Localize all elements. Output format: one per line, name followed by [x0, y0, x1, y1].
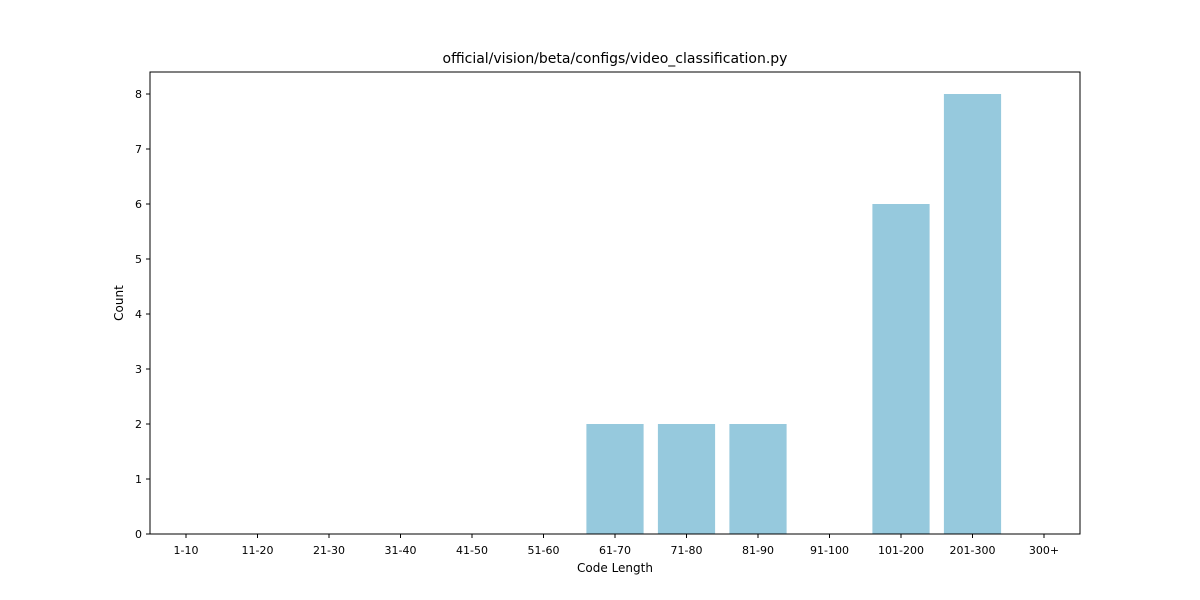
y-tick-label: 5	[135, 253, 142, 266]
bar-201-300	[943, 94, 1002, 534]
x-tick-label: 51-60	[528, 544, 560, 557]
x-tick-label: 201-300	[950, 544, 996, 557]
x-tick-label: 300+	[1029, 544, 1059, 557]
x-tick-label: 31-40	[385, 544, 417, 557]
x-tick-label: 41-50	[456, 544, 488, 557]
x-tick-label: 21-30	[313, 544, 345, 557]
y-tick-label: 8	[135, 88, 142, 101]
y-tick-label: 6	[135, 198, 142, 211]
y-tick-label: 0	[135, 528, 142, 541]
y-tick-label: 3	[135, 363, 142, 376]
x-axis-label: Code Length	[577, 561, 653, 575]
x-tick-label: 61-70	[599, 544, 631, 557]
y-tick-label: 4	[135, 308, 142, 321]
chart-title: official/vision/beta/configs/video_class…	[443, 51, 788, 67]
y-tick-label: 1	[135, 473, 142, 486]
x-tick-label: 1-10	[174, 544, 199, 557]
x-axis-ticks: 1-10 11-20 21-30 31-40 41-50 51-60 61-70 71-80 8…	[174, 534, 1059, 557]
bar-81-90	[729, 424, 787, 534]
bar-101-200	[872, 204, 930, 534]
x-tick-label: 71-80	[671, 544, 703, 557]
y-axis-ticks: 0 1 2 3 4 5 6 7 8	[135, 88, 150, 541]
x-tick-label: 101-200	[878, 544, 924, 557]
y-axis-label: Count	[112, 285, 126, 321]
x-tick-label: 11-20	[242, 544, 274, 557]
bar-61-70	[586, 424, 644, 534]
x-tick-label: 91-100	[810, 544, 849, 557]
bars-group	[586, 94, 1002, 534]
bar-71-80	[657, 424, 716, 534]
x-tick-label: 81-90	[742, 544, 774, 557]
y-tick-label: 2	[135, 418, 142, 431]
y-tick-label: 7	[135, 143, 142, 156]
